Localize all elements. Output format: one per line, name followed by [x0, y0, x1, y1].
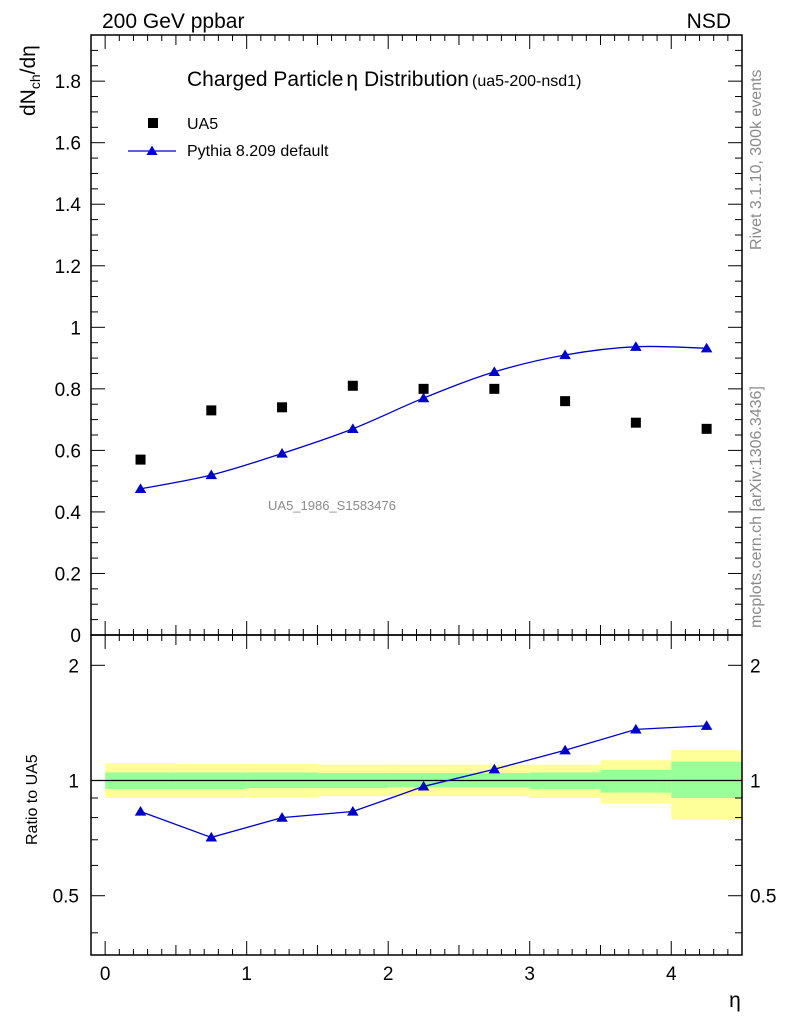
ratio-pythia-point: [630, 723, 642, 734]
ua5-point: [277, 402, 288, 413]
y-tick-label: 1.4: [55, 195, 82, 216]
pythia-point: [559, 349, 571, 360]
y-tick-label: 0.8: [55, 380, 81, 401]
inner-band-bin: [671, 761, 742, 799]
main-y-axis-label-main: dN: [17, 89, 40, 116]
pythia-point: [488, 366, 501, 377]
chart-title-symbol: η: [346, 68, 358, 91]
mcplots-reference-label: mcplots.cern.ch [arXiv:1306.3436]: [748, 386, 765, 628]
y-tick-label: 1.6: [55, 134, 81, 155]
inner-band-bin: [600, 770, 672, 793]
ua5-point: [418, 383, 429, 394]
legend-label-pythia: Pythia 8.209 default: [187, 143, 329, 160]
ratio-pythia-point: [205, 831, 218, 842]
ratio-y-tick-label-right: 1: [750, 772, 761, 793]
x-tick-label: 2: [383, 964, 394, 985]
main-y-axis-label: dNch/dη: [17, 45, 43, 116]
y-tick-label: 1.8: [55, 72, 81, 93]
pythia-point: [417, 392, 430, 403]
main-plot-ticks: [91, 34, 743, 636]
ua5-point: [489, 383, 500, 394]
main-plot-y-tick-labels: 0 0.2 0.4 0.6 0.8 1 1.2 1.4 1.6 1.8: [55, 72, 82, 647]
y-tick-label: 0.4: [55, 503, 82, 524]
ua5-point: [701, 423, 712, 434]
ratio-pythia-point: [276, 812, 288, 822]
rivet-version-label: Rivet 3.1.10, 300k events: [748, 69, 765, 250]
ratio-y-axis-label: Ratio to UA5: [24, 754, 41, 845]
ratio-y-tick-label-right: 0.5: [750, 887, 776, 908]
y-tick-label: 0.6: [55, 441, 81, 462]
pythia-line: [140, 345, 707, 490]
ratio-y-tick-label-right: 2: [750, 656, 761, 677]
legend-marker-pythia: [146, 145, 158, 155]
ua5-point: [630, 417, 641, 428]
ratio-plot-ticks: [91, 635, 743, 955]
chart-title: Charged Particle η Distribution (ua5-200-n…: [187, 68, 581, 91]
ratio-pythia-point: [559, 744, 571, 755]
y-tick-label: 0: [70, 626, 81, 647]
pythia-point: [276, 447, 288, 458]
ratio-y-tick-label-left: 0.5: [53, 887, 79, 908]
legend-label-ua5: UA5: [187, 116, 218, 133]
ua5-point: [347, 380, 358, 391]
pythia-point: [205, 469, 218, 480]
x-tick-label: 4: [666, 964, 677, 985]
pythia-point: [347, 423, 359, 433]
ua5-point: [135, 454, 146, 465]
x-tick-label: 3: [524, 964, 535, 985]
ratio-pythia-point: [488, 763, 501, 774]
legend-marker-ua5: [148, 118, 158, 128]
main-y-axis-label-sub: ch: [27, 74, 43, 89]
pythia-point: [134, 483, 147, 493]
pythia-point: [700, 342, 713, 353]
x-axis-label: η: [729, 989, 741, 1012]
ratio-plot-frame: [90, 634, 743, 956]
chart-title-rest: Distribution: [358, 68, 469, 91]
ratio-pythia-point: [134, 805, 147, 816]
chart-title-text: Charged Particle: [187, 68, 343, 91]
ratio-plot-series: [134, 720, 713, 842]
main-plot-series: [134, 341, 713, 493]
main-y-axis-label-tail: /dη: [17, 45, 40, 74]
energy-label: 200 GeV ppbar: [102, 10, 244, 33]
x-tick-labels: 0 1 2 3 4: [100, 964, 677, 985]
ratio-y-tick-labels: 0.5 0.5 1 1 2 2: [53, 656, 777, 907]
analysis-watermark: UA5_1986_S1583476: [268, 498, 396, 513]
y-tick-label: 1: [70, 318, 81, 339]
ratio-pythia-point: [700, 720, 713, 730]
process-label: NSD: [687, 10, 731, 33]
legend: UA5 Pythia 8.209 default: [128, 116, 329, 160]
ua5-point: [206, 405, 217, 416]
ratio-y-tick-label-left: 2: [68, 656, 79, 677]
x-tick-label: 0: [100, 964, 111, 985]
ratio-pythia-point: [347, 805, 359, 816]
ratio-pythia-point: [417, 780, 430, 791]
pythia-point: [630, 341, 642, 351]
ua5-point: [560, 396, 571, 407]
main-plot-panel: 0 0.2 0.4 0.6 0.8 1 1.2 1.4 1.6 1.8 UA5_1986_S158…: [17, 34, 743, 647]
x-tick-label: 1: [241, 964, 252, 985]
y-tick-label: 1.2: [55, 257, 81, 278]
ratio-plot-panel: 0.5 0.5 1 1 2 2 0 1 2 3 4 Ratio to UA5 η: [24, 634, 777, 1012]
chart-title-tag: (ua5-200-nsd1): [472, 73, 581, 90]
y-tick-label: 0.2: [55, 564, 81, 585]
ratio-y-tick-label-left: 1: [68, 772, 79, 793]
